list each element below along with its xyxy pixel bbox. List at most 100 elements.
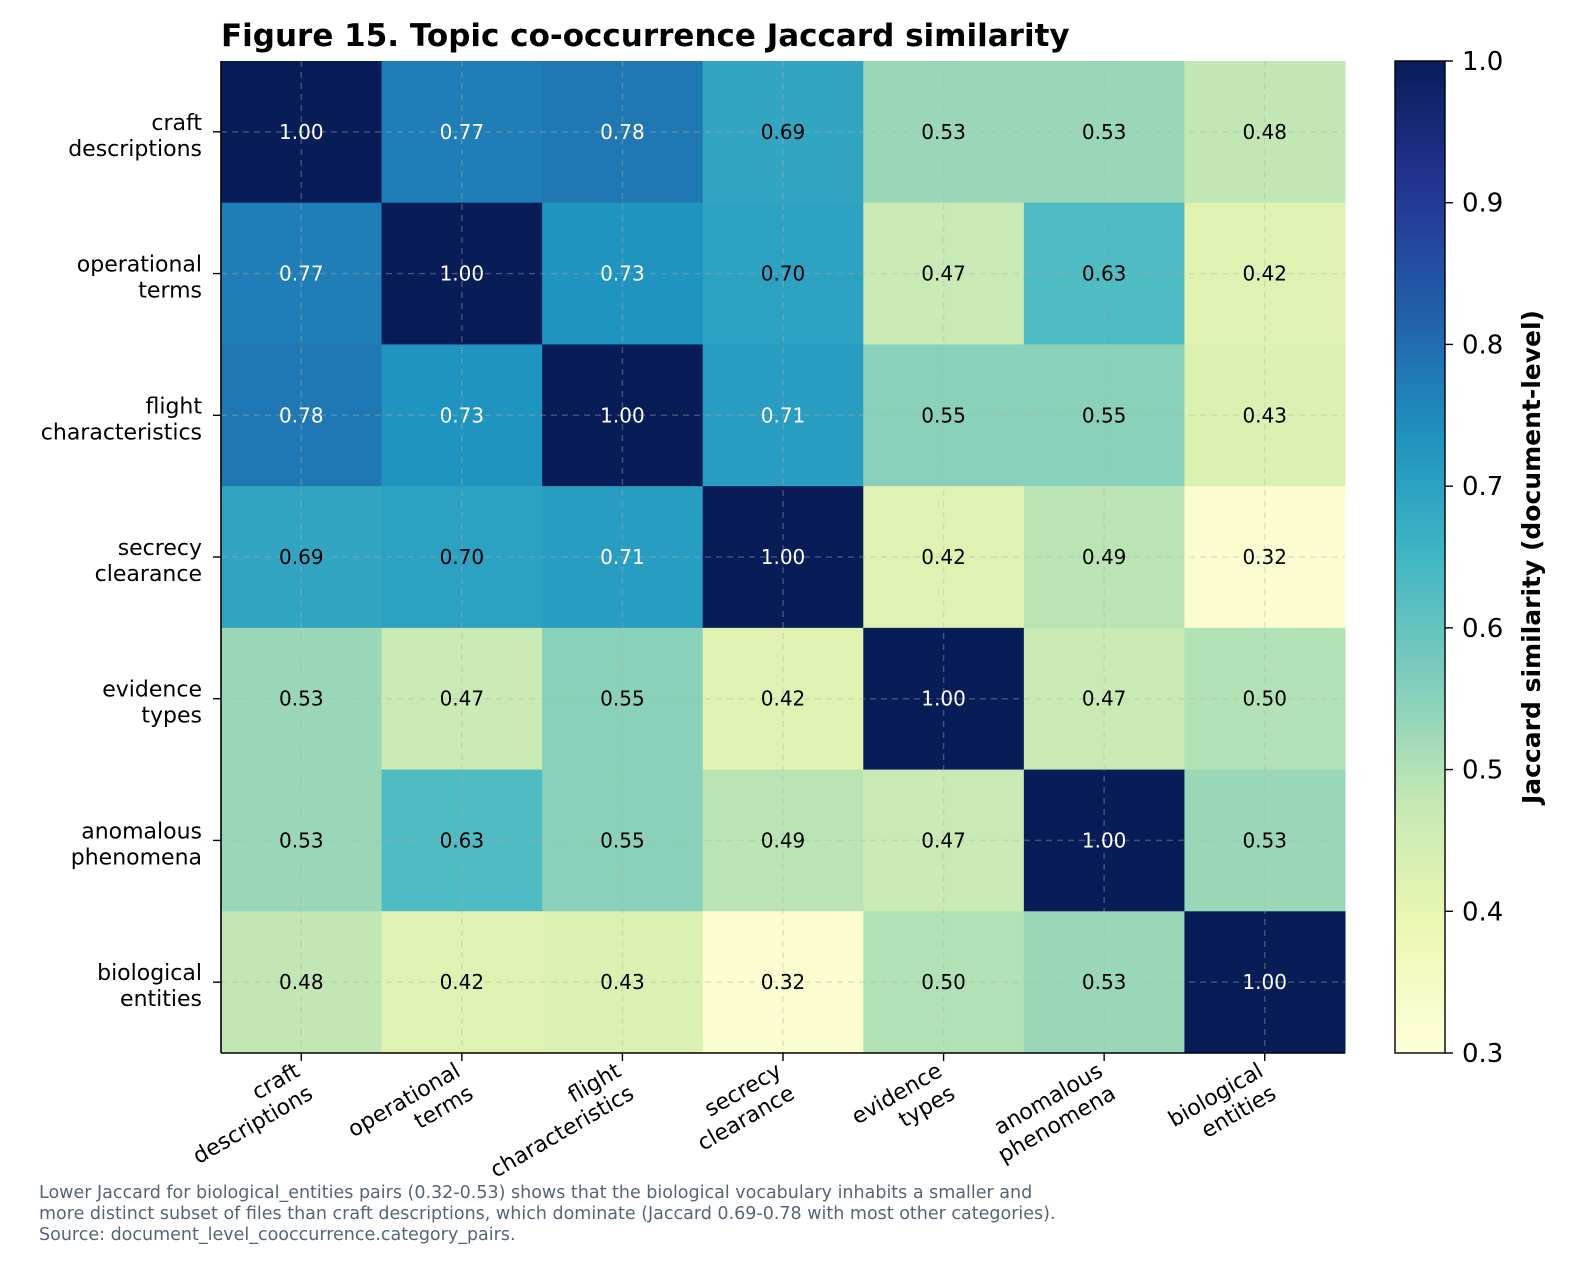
- cell-value-label: 0.71: [600, 545, 645, 569]
- y-tick-label: biological entities: [97, 961, 202, 1012]
- cell-value-label: 1.00: [761, 545, 806, 569]
- heatmap-cell: [381, 627, 543, 771]
- heatmap-cell: [221, 769, 383, 912]
- heatmap-cell: [1184, 911, 1346, 1054]
- heatmap-cell: [221, 627, 383, 771]
- caption-line: Lower Jaccard for biological_entities pa…: [39, 1183, 1033, 1203]
- heatmap-cell: [863, 486, 1025, 629]
- cell-value-label: 0.53: [1082, 120, 1127, 144]
- heatmap-cell: [1023, 344, 1185, 487]
- cell-value-label: 0.71: [761, 403, 806, 427]
- y-tick-label: secrecy clearance: [95, 536, 202, 587]
- colorbar-tick-label: 0.3: [1462, 1039, 1503, 1069]
- cell-value-label: 0.73: [440, 403, 485, 427]
- heatmap-cell: [542, 627, 704, 771]
- cell-value-label: 0.47: [921, 262, 966, 286]
- cell-value-label: 0.53: [1242, 828, 1287, 852]
- heatmap-cell: [863, 627, 1025, 771]
- y-tick-label-line: phenomena: [71, 845, 202, 870]
- cell-value-label: 0.43: [600, 970, 645, 994]
- heatmap-cell: [221, 202, 383, 345]
- heatmap-cells: [221, 61, 1346, 1054]
- cell-value-label: 0.32: [1242, 545, 1287, 569]
- cell-value-label: 0.47: [440, 687, 485, 711]
- colorbar-tick-label: 0.6: [1462, 614, 1503, 644]
- cell-value-label: 0.55: [600, 687, 645, 711]
- cell-value-label: 0.73: [600, 262, 645, 286]
- figure-caption: Lower Jaccard for biological_entities pa…: [39, 1183, 1439, 1246]
- heatmap-cell: [542, 769, 704, 912]
- heatmap-cell: [1184, 769, 1346, 912]
- heatmap-cell: [1184, 627, 1346, 771]
- cell-value-label: 0.77: [440, 120, 485, 144]
- cell-value-label: 1.00: [1082, 828, 1127, 852]
- cell-value-label: 0.78: [600, 120, 645, 144]
- cell-value-labels: 1.00 0.77 0.78 0.69 0.53 0.53 0.48 0.77 1.00 0.73…: [279, 120, 1287, 994]
- cell-value-label: 0.70: [761, 262, 806, 286]
- cell-value-label: 0.69: [279, 545, 324, 569]
- cell-value-label: 1.00: [1242, 970, 1287, 994]
- cell-value-label: 0.49: [1082, 545, 1127, 569]
- cell-value-label: 0.55: [1082, 403, 1127, 427]
- heatmap-cell: [221, 61, 383, 204]
- heatmap-cell: [1023, 911, 1185, 1054]
- cell-value-label: 0.42: [761, 687, 806, 711]
- cell-value-label: 0.48: [279, 970, 324, 994]
- colorbar-tick-label: 0.4: [1462, 897, 1503, 927]
- heatmap-cell: [1023, 486, 1185, 629]
- y-tick-label: evidence types: [102, 678, 202, 729]
- heatmap-cell: [381, 911, 543, 1054]
- heatmap-cell: [702, 911, 864, 1054]
- cell-value-label: 0.77: [279, 262, 324, 286]
- heatmap-cell: [542, 911, 704, 1054]
- heatmap-cell: [863, 202, 1025, 345]
- y-tick-label: anomalous phenomena: [71, 819, 202, 870]
- cell-value-label: 0.55: [600, 828, 645, 852]
- x-tick-label: flightcharacteristics: [473, 1058, 638, 1183]
- colorbar-gradient: [1394, 60, 1446, 1054]
- y-tick-label-line: flight: [145, 394, 202, 419]
- heatmap-cell: [863, 911, 1025, 1054]
- heatmap-cell: [221, 911, 383, 1054]
- y-tick-label-line: operational: [77, 253, 202, 278]
- colorbar: 0.3 0.4 0.5 0.6 0.7 0.8 0.9 1.0 Jaccard similari…: [1394, 47, 1546, 1069]
- cell-value-label: 0.50: [921, 970, 966, 994]
- cell-value-label: 0.63: [1082, 262, 1127, 286]
- x-tick-label: evidencetypes: [848, 1059, 960, 1153]
- cell-value-label: 0.49: [761, 828, 806, 852]
- heatmap-cell: [702, 202, 864, 345]
- heatmap-cell: [381, 344, 543, 487]
- heatmap-cell: [1184, 486, 1346, 629]
- chart-title: Figure 15. Topic co-occurrence Jaccard s…: [221, 18, 1070, 54]
- y-tick-label: flight characteristics: [41, 394, 203, 445]
- caption-line: more distinct subset of files than craft…: [39, 1204, 1056, 1224]
- y-tick-label-line: types: [141, 704, 202, 729]
- cell-value-label: 0.53: [921, 120, 966, 144]
- heatmap-cell: [221, 344, 383, 487]
- y-tick-label-line: craft: [151, 111, 202, 136]
- cell-value-label: 0.55: [921, 403, 966, 427]
- heatmap-cell: [1023, 769, 1185, 912]
- cell-value-label: 1.00: [921, 687, 966, 711]
- y-tick-label-line: entities: [120, 987, 202, 1012]
- cell-value-label: 0.53: [279, 687, 324, 711]
- x-axis-ticks: craftdescriptions operationalterms flightc…: [189, 1053, 1281, 1183]
- colorbar-tick-label: 0.9: [1462, 189, 1503, 219]
- cell-value-label: 0.42: [1242, 262, 1287, 286]
- heatmap-cell: [542, 344, 704, 487]
- cell-value-label: 0.70: [440, 545, 485, 569]
- x-tick-label: anomalousphenomena: [981, 1059, 1120, 1169]
- y-tick-label-line: evidence: [102, 678, 202, 703]
- cell-value-label: 1.00: [600, 403, 645, 427]
- y-tick-label-line: clearance: [95, 562, 202, 587]
- y-tick-label: craft descriptions: [68, 111, 202, 162]
- y-tick-label-line: descriptions: [68, 137, 202, 162]
- y-tick-label-line: terms: [138, 279, 202, 304]
- colorbar-tick-label: 0.8: [1462, 330, 1503, 360]
- heatmap-cell: [221, 486, 383, 629]
- cell-value-label: 0.42: [440, 970, 485, 994]
- y-tick-label-line: biological: [97, 961, 202, 986]
- colorbar-label: Jaccard similarity (document-level): [1517, 310, 1546, 806]
